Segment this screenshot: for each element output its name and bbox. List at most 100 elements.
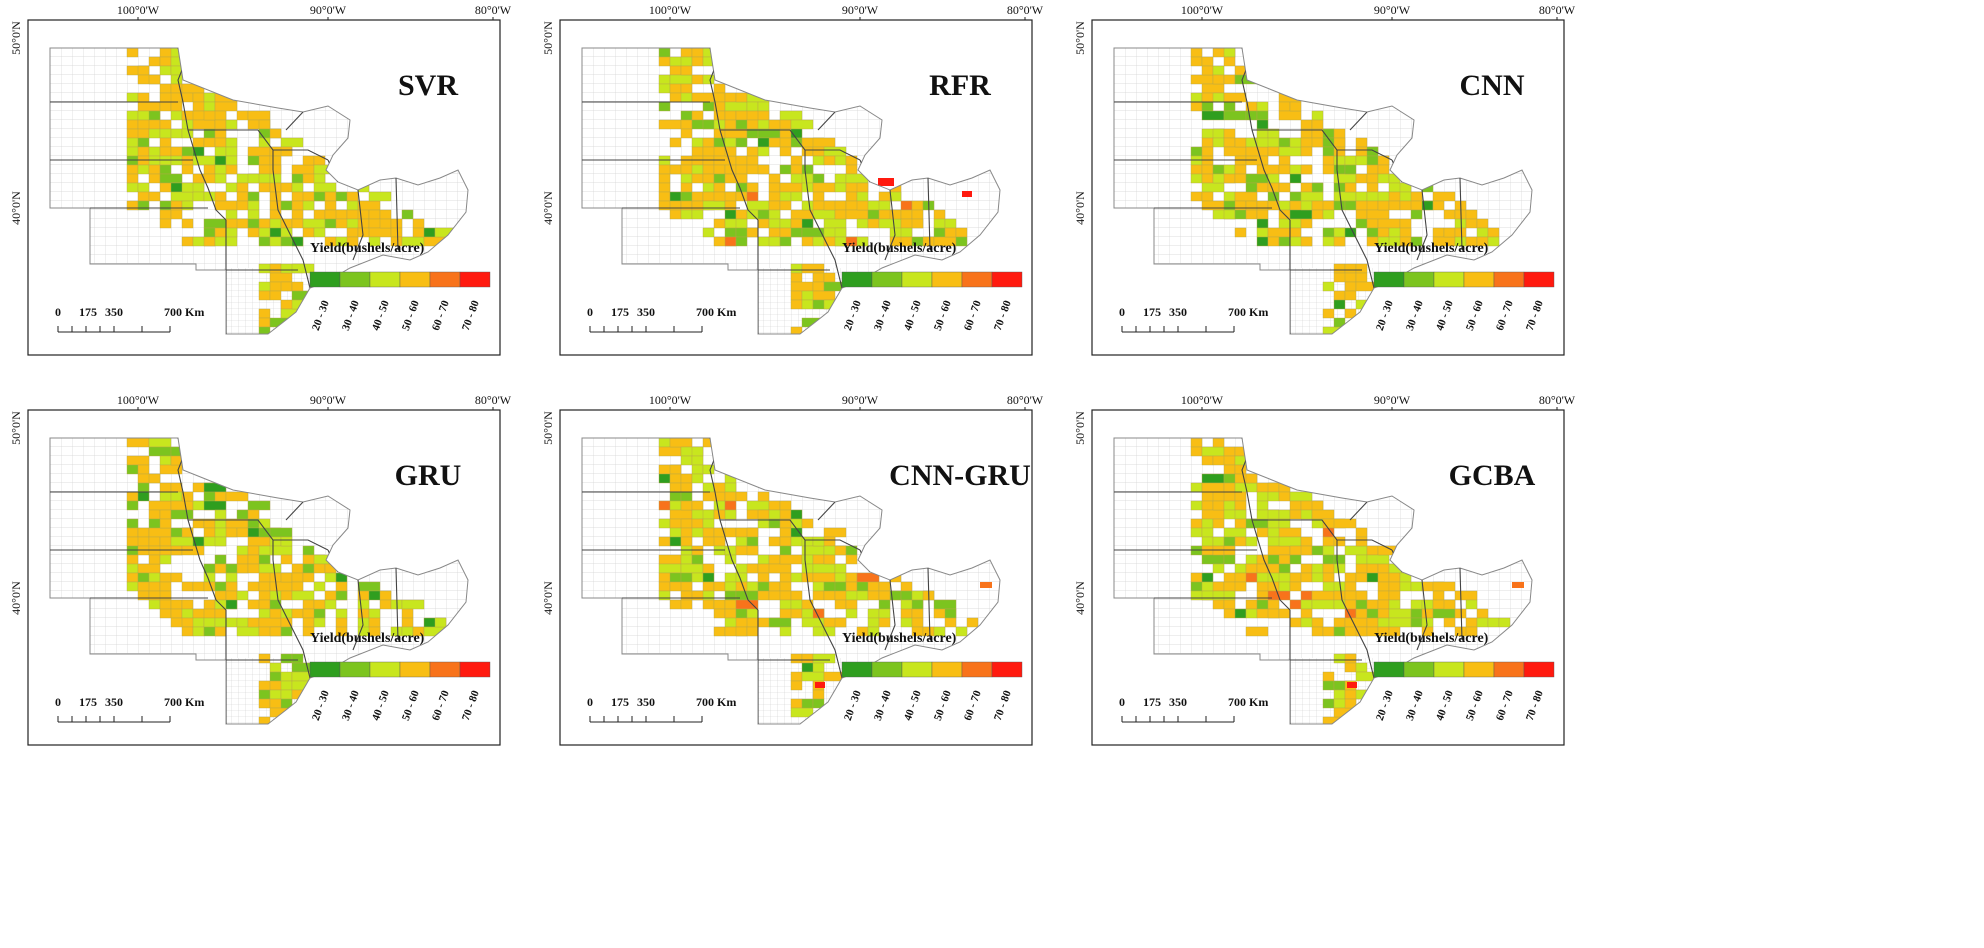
legend-swatch bbox=[991, 661, 1023, 678]
county-cell bbox=[1223, 191, 1236, 202]
legend-swatch bbox=[399, 271, 431, 288]
county-cell bbox=[1278, 137, 1291, 148]
county-cell bbox=[258, 173, 271, 184]
county-cell bbox=[401, 599, 425, 610]
county-cell bbox=[680, 581, 693, 592]
county-cell bbox=[247, 536, 271, 547]
county-cell bbox=[768, 227, 781, 238]
county-cell bbox=[724, 590, 737, 601]
county-cell bbox=[1410, 236, 1423, 247]
county-cell bbox=[757, 590, 770, 601]
county-cell bbox=[170, 200, 183, 211]
county-cell bbox=[1322, 563, 1335, 574]
county-cell bbox=[1223, 56, 1236, 67]
county-cell bbox=[1278, 491, 1291, 502]
county-cell bbox=[291, 581, 304, 592]
county-cell bbox=[669, 438, 693, 448]
county-cell bbox=[680, 92, 693, 103]
county-cell bbox=[324, 599, 337, 610]
county-cell bbox=[944, 617, 957, 628]
county-cell bbox=[724, 236, 737, 247]
county-cell bbox=[1245, 554, 1258, 565]
county-cell bbox=[126, 455, 150, 466]
legend-swatch bbox=[1433, 271, 1465, 288]
state-borders bbox=[50, 48, 399, 334]
county-cell bbox=[192, 617, 205, 628]
model-title: CNN-GRU bbox=[889, 459, 1031, 492]
county-cell bbox=[779, 590, 792, 601]
county-cell bbox=[1366, 218, 1379, 229]
county-cell bbox=[159, 599, 172, 610]
county-cell bbox=[1487, 617, 1500, 628]
county-cell bbox=[812, 191, 825, 202]
lon-label: 90°0'W bbox=[842, 3, 879, 17]
county-cell bbox=[280, 653, 293, 664]
map-panel-gcba: 100°0'W 90°0'W 80°0'W 50°0'N 40°0'N GCBA Yield… bbox=[1073, 393, 1576, 746]
county-cell bbox=[148, 74, 161, 85]
county-cell bbox=[148, 438, 172, 448]
county-cell bbox=[823, 218, 847, 229]
county-cell bbox=[1465, 626, 1478, 637]
legend-swatch bbox=[1403, 661, 1435, 678]
county-cell bbox=[856, 590, 869, 601]
county-cell bbox=[669, 536, 682, 547]
county-cell bbox=[225, 581, 238, 592]
county-cell bbox=[269, 689, 282, 700]
county-cell bbox=[1190, 92, 1203, 103]
lat-label: 40°0'N bbox=[1073, 191, 1087, 225]
county-cell bbox=[269, 608, 282, 619]
county-cell bbox=[680, 110, 693, 121]
county-cell bbox=[680, 473, 693, 484]
county-cell bbox=[1476, 617, 1489, 628]
county-cell bbox=[313, 182, 337, 193]
county-cell bbox=[1355, 191, 1368, 202]
county-cell bbox=[724, 527, 737, 538]
county-cell bbox=[258, 290, 271, 301]
county-cell bbox=[1201, 191, 1214, 202]
county-cell bbox=[1311, 545, 1324, 556]
lon-label: 100°0'W bbox=[649, 393, 692, 407]
county-cell bbox=[1267, 545, 1291, 556]
county-cell bbox=[779, 599, 792, 610]
county-cell bbox=[357, 581, 381, 592]
county-cell bbox=[192, 191, 205, 202]
county-cell bbox=[1201, 482, 1225, 493]
county-cell bbox=[1377, 218, 1401, 229]
county-cell bbox=[1300, 146, 1313, 157]
county-cell bbox=[1344, 281, 1357, 292]
model-title: GRU bbox=[395, 459, 462, 492]
county-cell bbox=[680, 518, 693, 529]
county-cell bbox=[768, 617, 792, 628]
county-cell bbox=[1333, 626, 1346, 637]
county-cell bbox=[203, 608, 216, 619]
county-cell bbox=[1421, 599, 1434, 610]
county-cell bbox=[368, 209, 381, 220]
county-cell bbox=[1344, 545, 1368, 556]
county-cell bbox=[1388, 572, 1401, 583]
county-cell bbox=[1333, 155, 1346, 166]
county-cell bbox=[856, 218, 869, 229]
county-cell bbox=[746, 182, 759, 193]
county-cell bbox=[1410, 599, 1423, 610]
county-cell bbox=[291, 572, 304, 583]
county-cell bbox=[768, 236, 781, 247]
county-cell bbox=[1201, 473, 1225, 484]
county-cell bbox=[1256, 599, 1269, 610]
county-cell bbox=[1223, 48, 1236, 58]
county-cell bbox=[148, 599, 161, 610]
county-cell bbox=[214, 191, 227, 202]
county-cell bbox=[1355, 272, 1368, 283]
county-cell bbox=[126, 200, 139, 211]
county-cell bbox=[1223, 110, 1247, 121]
legend-swatch bbox=[1463, 661, 1495, 678]
county-cell bbox=[1300, 218, 1313, 229]
county-cell bbox=[1256, 209, 1269, 220]
county-cell bbox=[1355, 263, 1368, 274]
county-cell bbox=[691, 173, 704, 184]
county-cell bbox=[247, 110, 271, 121]
county-cell bbox=[669, 209, 682, 220]
county-cell bbox=[1190, 518, 1203, 529]
county-cell bbox=[236, 191, 249, 202]
county-cell bbox=[812, 653, 836, 664]
county-cell bbox=[1201, 200, 1225, 211]
